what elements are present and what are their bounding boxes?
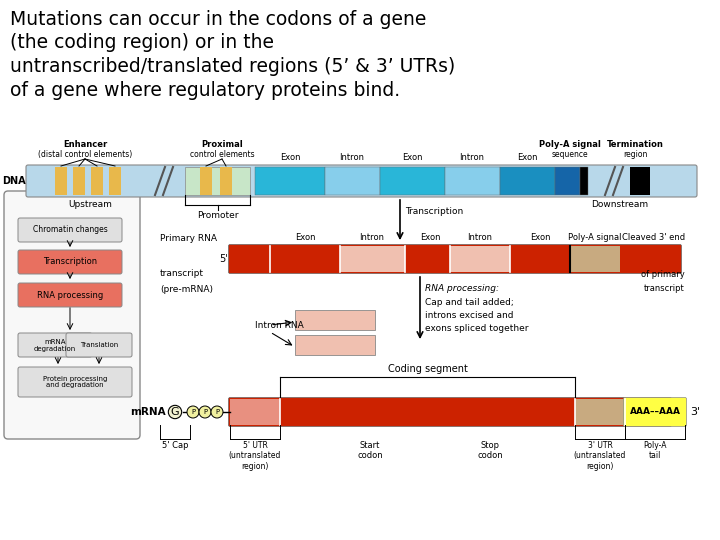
Bar [295,310,375,330]
FancyBboxPatch shape [228,397,672,427]
Bar [109,167,121,195]
Text: Promoter: Promoter [197,211,238,220]
Bar [230,399,280,425]
Circle shape [187,406,199,418]
Text: Exon: Exon [517,153,537,162]
Text: Intron: Intron [359,233,384,242]
Bar [570,246,620,272]
Bar [55,167,67,195]
Text: Chromatin changes: Chromatin changes [32,226,107,234]
Text: DNA: DNA [2,176,26,186]
Text: Exon: Exon [402,153,422,162]
FancyBboxPatch shape [66,333,132,357]
Text: Intron: Intron [467,233,492,242]
Circle shape [199,406,211,418]
Text: 5': 5' [220,254,228,264]
Text: AAA––AAA: AAA––AAA [629,408,680,416]
FancyBboxPatch shape [18,367,132,397]
FancyBboxPatch shape [18,333,92,357]
Text: RNA processing:: RNA processing: [425,284,499,293]
Text: of primary: of primary [642,270,685,279]
Text: Proximal: Proximal [201,140,243,149]
Text: P: P [191,409,195,415]
Bar [295,335,375,355]
Bar [575,399,625,425]
Bar [450,246,510,272]
Text: Transcription: Transcription [43,258,97,267]
Bar [325,167,380,195]
Text: Protein processing
and degradation: Protein processing and degradation [42,375,107,388]
FancyBboxPatch shape [624,397,686,427]
Text: Cleaved 3' end: Cleaved 3' end [622,233,685,242]
FancyBboxPatch shape [18,283,122,307]
Text: exons spliced together: exons spliced together [425,324,528,333]
Text: region: region [623,150,647,159]
Text: Poly-A signal: Poly-A signal [539,140,601,149]
Text: transcript: transcript [644,284,685,293]
Text: (pre-mRNA): (pre-mRNA) [160,285,213,294]
Text: mRNA: mRNA [130,407,166,417]
Text: P: P [203,409,207,415]
Text: Start
codon: Start codon [357,441,383,461]
Bar [630,167,650,195]
FancyBboxPatch shape [26,165,697,197]
FancyBboxPatch shape [4,191,140,439]
Bar [340,246,405,272]
Text: RNA processing: RNA processing [37,291,103,300]
Text: G: G [171,407,179,417]
Bar [255,167,325,195]
Text: Intron: Intron [340,153,364,162]
Bar [220,167,232,195]
Bar [380,167,445,195]
Text: sequence: sequence [552,150,588,159]
FancyBboxPatch shape [18,250,122,274]
Text: Upstream: Upstream [68,200,112,209]
Bar [91,167,103,195]
Bar [73,167,85,195]
Text: Exon: Exon [420,233,440,242]
Bar [555,167,580,195]
Bar [185,167,250,195]
Text: Stop
codon: Stop codon [477,441,503,461]
Text: Enhancer: Enhancer [63,140,107,149]
FancyBboxPatch shape [18,218,122,242]
Text: Exon: Exon [294,233,315,242]
Text: Primary RNA: Primary RNA [160,234,217,243]
Circle shape [211,406,223,418]
Text: control elements: control elements [189,150,254,159]
Text: 3' UTR
(untranslated
region): 3' UTR (untranslated region) [574,441,626,471]
Text: 5' UTR
(untranslated
region): 5' UTR (untranslated region) [229,441,282,471]
Text: Termination: Termination [606,140,663,149]
Text: Transcription: Transcription [405,207,463,216]
Text: Poly-A
tail: Poly-A tail [643,441,667,461]
Bar [200,167,212,195]
Text: (distal control elements): (distal control elements) [38,150,132,159]
Text: transcript: transcript [160,269,204,278]
Text: Cap and tail added;: Cap and tail added; [425,298,514,307]
Bar [500,167,555,195]
Text: introns excised and: introns excised and [425,311,513,320]
Text: P: P [215,409,219,415]
Text: Intron: Intron [459,153,485,162]
Text: 5' Cap: 5' Cap [162,441,188,450]
Text: Translation: Translation [80,342,118,348]
Text: Exon: Exon [280,153,300,162]
Text: Coding segment: Coding segment [387,364,467,374]
Bar [580,167,588,195]
Text: Downstream: Downstream [591,200,649,209]
Bar [445,167,500,195]
Text: Exon: Exon [530,233,550,242]
Text: Poly-A signal: Poly-A signal [568,233,622,242]
Text: 3': 3' [690,407,700,417]
Text: mRNA
degradation: mRNA degradation [34,339,76,352]
FancyBboxPatch shape [228,245,682,273]
Text: Intron RNA: Intron RNA [255,321,304,330]
Text: Mutations can occur in the codons of a gene
(the coding region) or in the
untran: Mutations can occur in the codons of a g… [10,10,455,99]
